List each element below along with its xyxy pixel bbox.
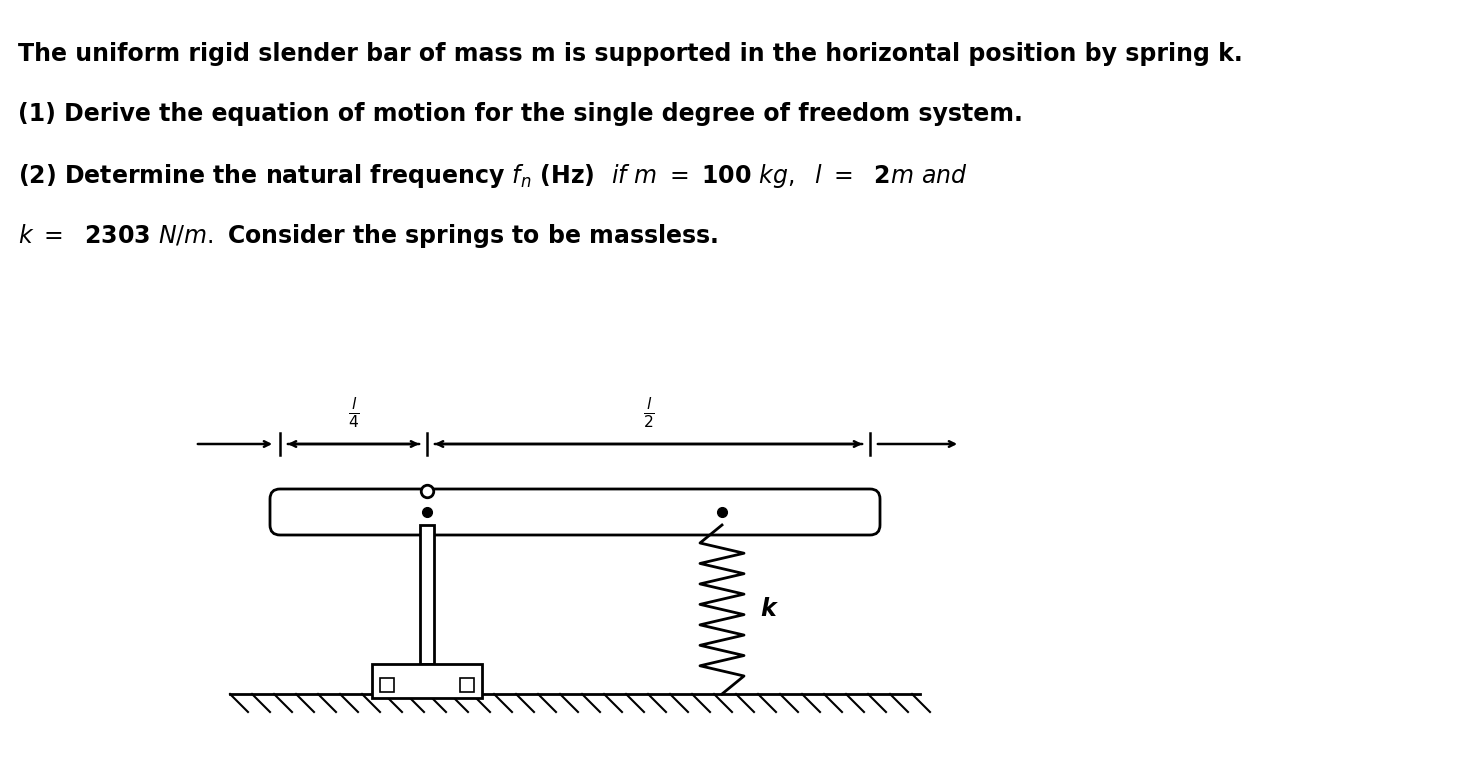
Bar bbox=[460, 678, 475, 692]
FancyBboxPatch shape bbox=[270, 489, 880, 535]
Bar bbox=[371, 664, 482, 698]
Text: $\mathit{k}\ =\ $ 2303 $\mathit{N/m}.$ Consider the springs to be massless.: $\mathit{k}\ =\ $ 2303 $\mathit{N/m}.$ C… bbox=[18, 222, 718, 250]
Text: $\frac{l}{2}$: $\frac{l}{2}$ bbox=[643, 395, 654, 430]
Bar bbox=[420, 525, 433, 664]
Text: (1) Derive the equation of motion for the single degree of freedom system.: (1) Derive the equation of motion for th… bbox=[18, 102, 1023, 126]
Text: (2) Determine the natural frequency $f_n$ (Hz)  $\mathit{if}\ \mathit{m}\ =\ $10: (2) Determine the natural frequency $f_n… bbox=[18, 162, 967, 190]
Text: The uniform rigid slender bar of mass m is supported in the horizontal position : The uniform rigid slender bar of mass m … bbox=[18, 42, 1243, 66]
Bar bbox=[380, 678, 394, 692]
Text: k: k bbox=[761, 597, 775, 622]
Text: $\frac{l}{4}$: $\frac{l}{4}$ bbox=[348, 395, 360, 430]
